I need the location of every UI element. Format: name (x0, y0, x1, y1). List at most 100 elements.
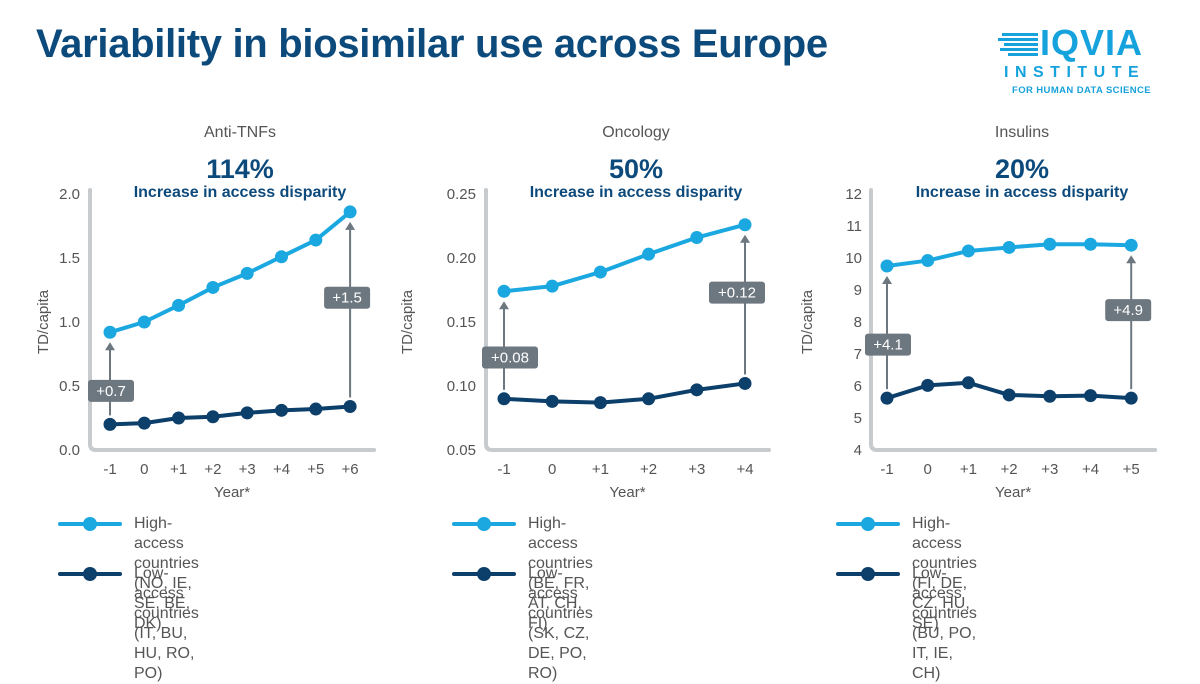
disparity-caption: Increase in access disparity (916, 184, 1129, 201)
high-access-point (275, 250, 288, 264)
high-access-line (109, 210, 352, 335)
disparity-badge-label: +4.9 (1113, 302, 1143, 319)
arrow-head-icon (1126, 255, 1137, 264)
legend-low-label: Low-access countries (134, 565, 199, 622)
disparity-badge-label: +4.1 (873, 337, 903, 354)
legend-high-countries: (NO, IE, SE, BE, DK) (134, 575, 192, 632)
low-access-point (343, 399, 357, 413)
low-access-point (738, 376, 752, 390)
y-tick-label: 0.20 (447, 250, 476, 267)
low-access-point (1043, 389, 1057, 403)
x-tick-label: +5 (307, 461, 324, 478)
y-axis-label: TD/capita (35, 289, 52, 354)
x-tick-label: +2 (1001, 461, 1018, 478)
high-access-point (921, 254, 935, 268)
high-access-point (497, 284, 511, 298)
x-tick-label: -1 (880, 461, 893, 478)
low-access-point (137, 416, 151, 430)
low-access-point (206, 410, 220, 424)
disparity-percent: 50% (609, 154, 663, 184)
x-tick-label: 0 (140, 461, 148, 478)
x-tick-label: +3 (688, 461, 705, 478)
chart-title: Insulins (995, 124, 1049, 141)
y-tick-label: 1.0 (59, 314, 80, 331)
legend-low-countries: (IT, BU, HU, RO, PO) (134, 625, 195, 682)
legend-low-countries: (SK, CZ, DE, PO, RO) (528, 625, 590, 682)
arrow-head-icon (499, 301, 509, 310)
legend-low-marker (83, 567, 97, 581)
y-tick-label: 2.0 (59, 186, 80, 203)
arrow-head-icon (105, 342, 115, 351)
high-access-point (1002, 240, 1016, 254)
x-tick-label: -1 (103, 461, 116, 478)
low-access-line (503, 381, 746, 405)
legend-high-marker (83, 517, 97, 531)
high-access-point (961, 244, 975, 258)
legend-high-countries: (BE, FR, AT, CH, FI) (528, 575, 590, 632)
low-access-point (1124, 391, 1138, 405)
low-access-point (921, 378, 935, 392)
legend-low-label: Low-access countries (912, 565, 977, 622)
legend-low-marker (477, 567, 491, 581)
disparity-badge-label: +0.12 (718, 285, 756, 302)
legend-low-marker (861, 567, 875, 581)
legend-high-marker (477, 517, 491, 531)
low-access-point (880, 391, 894, 405)
x-tick-label: +1 (960, 461, 977, 478)
disparity-badge (709, 281, 765, 304)
y-tick-label: 0.15 (447, 314, 476, 331)
high-access-point (103, 325, 117, 339)
arrow-head-icon (882, 276, 892, 284)
legend-high-label: High-access countries (912, 515, 977, 572)
chart-insulins: Insulins 20%Increase in access disparity 4… (799, 124, 1158, 501)
high-access-point (593, 265, 607, 279)
y-tick-label: 0.05 (447, 442, 476, 459)
y-tick-label: 1.5 (59, 250, 80, 267)
low-access-point (240, 406, 254, 420)
x-tick-label: +1 (170, 461, 187, 478)
x-axis-label: Year* (609, 484, 645, 501)
low-access-point (593, 396, 607, 410)
high-access-point (206, 280, 220, 294)
low-access-point (1084, 389, 1097, 403)
high-access-point (1124, 238, 1138, 252)
chart-oncology: Oncology 50%Increase in access disparity 0… (399, 124, 771, 501)
disparity-badge-label: +0.08 (491, 350, 529, 367)
high-access-point (343, 205, 357, 219)
high-access-point (642, 247, 656, 261)
y-tick-label: 8 (854, 314, 862, 331)
chart-anti-tnfs: Anti-TNFs 114%Increase in access disparit… (35, 124, 377, 501)
y-tick-label: 0.10 (447, 378, 476, 395)
high-access-point (1043, 237, 1057, 251)
y-tick-label: 12 (845, 186, 862, 203)
low-access-point (103, 417, 117, 431)
disparity-badge (1105, 299, 1152, 322)
disparity-badge (324, 286, 371, 309)
y-tick-label: 7 (854, 346, 862, 363)
x-tick-label: -1 (497, 461, 510, 478)
low-access-point (309, 402, 323, 416)
x-axis-label: Year* (995, 484, 1031, 501)
legend-high-marker (861, 517, 875, 531)
logo-tagline: FOR HUMAN DATA SCIENCE (1012, 85, 1151, 96)
legend-high-label: High-access countries (134, 515, 199, 572)
high-access-point (137, 315, 151, 329)
disparity-badge-label: +0.7 (96, 383, 126, 400)
x-tick-label: +2 (640, 461, 657, 478)
x-tick-label: +6 (342, 461, 359, 478)
x-tick-label: +1 (592, 461, 609, 478)
x-tick-label: 0 (548, 461, 556, 478)
y-tick-label: 0.5 (59, 378, 80, 395)
y-tick-label: 9 (854, 282, 862, 299)
disparity-caption: Increase in access disparity (134, 184, 347, 201)
y-tick-label: 0.0 (59, 442, 80, 459)
disparity-badge (865, 333, 911, 356)
legend-high-countries: (FI, DE, CZ, HU, SE) (912, 575, 970, 632)
y-axis-label: TD/capita (799, 289, 816, 354)
legend-low-countries: (BU, PO, IT, IE, CH) (912, 625, 977, 682)
high-access-point (172, 298, 186, 312)
y-tick-label: 10 (845, 250, 862, 267)
high-access-point (738, 218, 752, 232)
disparity-badge (88, 379, 134, 402)
